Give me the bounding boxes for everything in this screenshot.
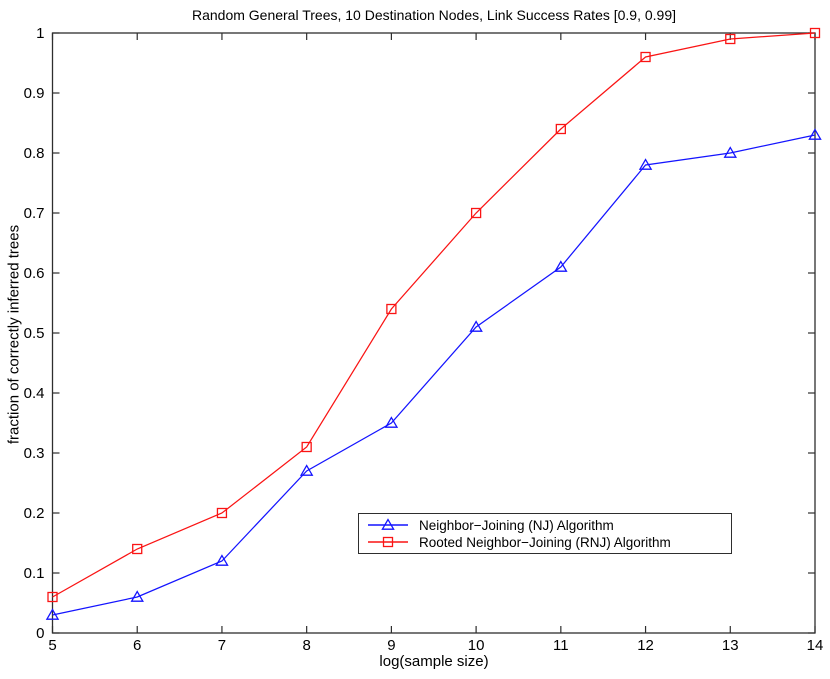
data-point-marker [723,146,738,158]
x-tick-label: 5 [48,637,56,654]
x-axis-label: log(sample size) [379,653,489,670]
y-tick-label: 0.6 [24,265,45,282]
y-tick-label: 0.9 [24,85,45,102]
y-tick-label: 0.1 [24,565,45,582]
series-nj [45,128,822,620]
data-point-marker [47,591,58,603]
data-point-marker [299,464,314,476]
y-tick-label: 0.3 [24,445,45,462]
legend: Neighbor−Joining (NJ) Algorithm Rooted N… [358,513,732,554]
data-point-marker [469,320,483,332]
legend-label-nj: Neighbor−Joining (NJ) Algorithm [419,517,614,533]
data-point-marker [470,207,482,219]
y-tick-label: 0.7 [24,205,45,222]
data-point-marker [386,303,397,315]
data-point-marker [640,51,651,63]
x-tick-label: 12 [637,637,654,654]
data-point-marker [132,543,143,555]
data-point-marker [808,128,822,140]
y-tick-label: 0.5 [24,325,45,342]
data-point-marker [384,416,399,428]
x-tick-label: 6 [133,637,141,654]
data-point-marker [554,260,568,272]
series-rnj [47,27,821,603]
data-point-marker [725,33,736,45]
legend-marker [382,536,394,548]
data-point-marker [638,158,653,170]
y-tick-label: 0.2 [24,505,45,522]
y-tick-label: 0.4 [24,385,45,402]
legend-marker [381,518,395,530]
x-tick-label: 8 [302,637,310,654]
data-point-marker [215,554,229,566]
y-tick-label: 0.8 [24,145,45,162]
x-tick-label: 11 [553,637,569,654]
data-point-marker [45,608,60,620]
nj-line-triangle-marker-icon [368,518,408,530]
x-tick-label: 10 [468,637,485,654]
data-point-marker [130,590,144,602]
data-point-marker [301,441,312,453]
x-tick-label: 14 [807,637,824,654]
legend-item-rnj: Rooted Neighbor−Joining (RNJ) Algorithm [365,534,731,551]
data-point-marker [555,123,566,135]
rnj-line-square-marker-icon [368,536,408,548]
data-point-marker [216,507,228,519]
x-tick-label: 9 [387,637,395,654]
series-line [52,134,816,616]
x-tick-label: 7 [218,637,226,654]
data-point-marker [809,27,821,39]
y-tick-label: 0 [36,625,44,642]
x-tick-label: 13 [722,637,739,654]
legend-item-nj: Neighbor−Joining (NJ) Algorithm [365,517,731,534]
series-line [52,32,816,598]
legend-label-rnj: Rooted Neighbor−Joining (RNJ) Algorithm [419,534,671,550]
chart-title: Random General Trees, 10 Destination Nod… [191,7,677,23]
y-tick-label: 1 [36,25,44,42]
